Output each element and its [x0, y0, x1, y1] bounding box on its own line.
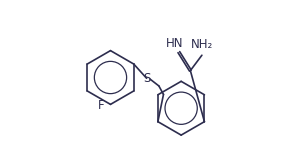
Text: S: S — [143, 72, 150, 85]
Text: HN: HN — [165, 37, 183, 50]
Text: F: F — [98, 99, 104, 112]
Text: NH₂: NH₂ — [191, 38, 213, 51]
